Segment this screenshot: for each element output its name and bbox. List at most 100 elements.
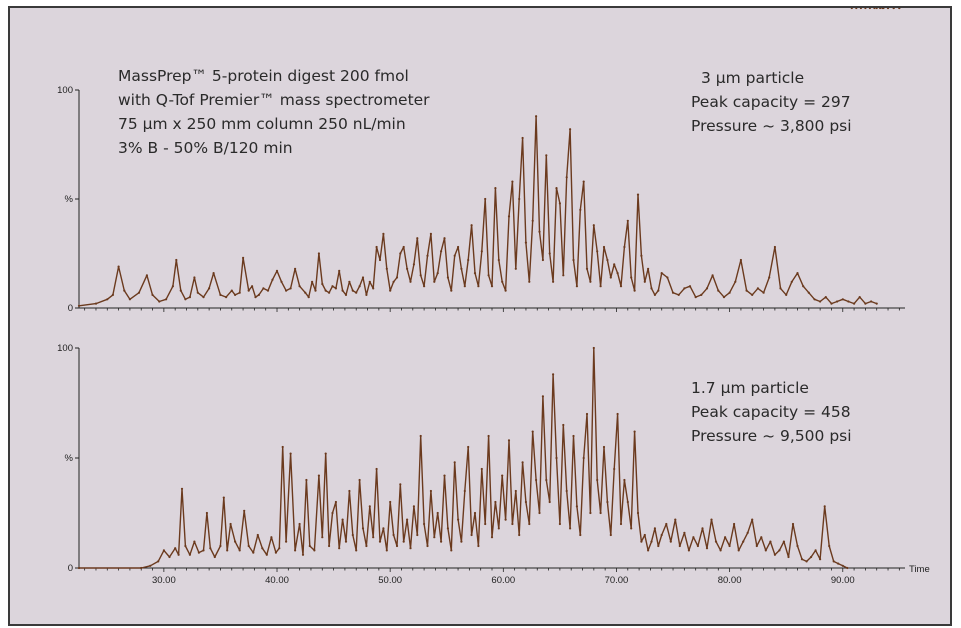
data-point <box>149 564 152 567</box>
data-point <box>751 518 754 521</box>
data-point <box>355 291 358 294</box>
data-point <box>790 280 793 283</box>
x-tick-label: 30.00 <box>152 575 176 586</box>
data-point <box>123 289 126 292</box>
data-point <box>238 549 241 552</box>
bottom-particle: 1.7 μm particle <box>691 379 809 397</box>
data-point <box>470 533 473 537</box>
data-point <box>868 8 871 10</box>
bottom-peak-capacity: Peak capacity = 458 <box>691 403 851 421</box>
data-point <box>180 487 184 490</box>
data-point <box>858 296 861 299</box>
data-point <box>171 285 174 288</box>
data-point <box>344 293 348 296</box>
data-point <box>426 544 429 548</box>
data-point <box>666 276 669 279</box>
data-point <box>626 219 629 222</box>
data-point <box>879 8 882 10</box>
data-point <box>334 500 337 504</box>
x-tick-label: 60.00 <box>491 575 515 586</box>
data-point <box>338 269 341 272</box>
data-point <box>494 187 497 190</box>
data-point <box>875 8 878 10</box>
data-point <box>305 478 308 482</box>
data-point <box>733 522 736 526</box>
data-point <box>579 533 582 537</box>
data-point <box>234 293 237 296</box>
data-point <box>687 549 691 552</box>
data-point <box>361 527 365 530</box>
data-point <box>446 527 449 530</box>
data-point <box>174 547 177 550</box>
data-point <box>599 511 602 515</box>
data-point <box>494 500 497 504</box>
data-point <box>782 540 786 543</box>
data-point <box>722 296 726 299</box>
data-point <box>225 296 228 299</box>
data-point <box>341 289 344 292</box>
data-point <box>728 544 731 548</box>
data-point <box>633 289 636 292</box>
data-point <box>372 287 375 290</box>
data-point <box>298 285 301 288</box>
data-point <box>473 272 477 275</box>
data-point <box>409 547 412 550</box>
data-point <box>585 267 589 270</box>
data-point <box>837 562 840 565</box>
data-point <box>746 531 749 534</box>
data-point <box>351 533 354 537</box>
data-point <box>341 518 344 521</box>
data-point <box>636 511 640 515</box>
data-point <box>440 540 443 543</box>
data-point <box>443 474 446 477</box>
data-point <box>196 291 199 294</box>
x-tick-label: 50.00 <box>378 575 402 586</box>
data-point <box>378 540 382 543</box>
data-point <box>440 250 443 253</box>
data-point <box>177 553 180 556</box>
data-point <box>779 287 782 290</box>
data-point <box>711 274 714 277</box>
data-point <box>528 280 531 283</box>
data-point <box>841 564 844 567</box>
data-point <box>592 346 595 350</box>
data-point <box>882 8 885 10</box>
data-point <box>572 434 575 438</box>
data-point <box>168 555 171 559</box>
data-point <box>647 549 650 552</box>
data-point <box>368 280 371 283</box>
data-point <box>94 302 98 305</box>
data-point <box>677 293 680 296</box>
data-point <box>426 254 429 257</box>
data-point <box>348 280 351 283</box>
data-point <box>473 511 477 515</box>
data-point <box>589 280 592 283</box>
data-point <box>412 263 415 266</box>
data-point <box>252 551 255 554</box>
data-point <box>368 505 371 508</box>
data-point <box>460 267 463 270</box>
series-line <box>79 347 848 569</box>
top-conditions: 3 μm particle Peak capacity = 297 Pressu… <box>691 66 852 138</box>
data-point <box>565 489 568 493</box>
data-point <box>193 276 196 279</box>
data-point <box>261 547 264 550</box>
data-point <box>423 285 426 288</box>
data-point <box>589 511 592 515</box>
data-point <box>193 540 196 543</box>
data-point <box>613 467 616 471</box>
data-point <box>226 549 229 552</box>
data-point <box>606 500 609 504</box>
data-point <box>453 461 456 464</box>
data-point <box>219 544 222 548</box>
data-point <box>467 258 470 262</box>
data-point <box>541 258 545 262</box>
data-point <box>694 296 697 299</box>
sample-line-2: with Q-Tof Premier™ mass spectrometer <box>118 91 430 109</box>
data-point <box>212 272 215 275</box>
data-point <box>348 489 351 493</box>
data-point <box>619 522 623 526</box>
data-point <box>714 540 718 543</box>
data-point <box>671 291 675 294</box>
data-point <box>433 280 436 283</box>
